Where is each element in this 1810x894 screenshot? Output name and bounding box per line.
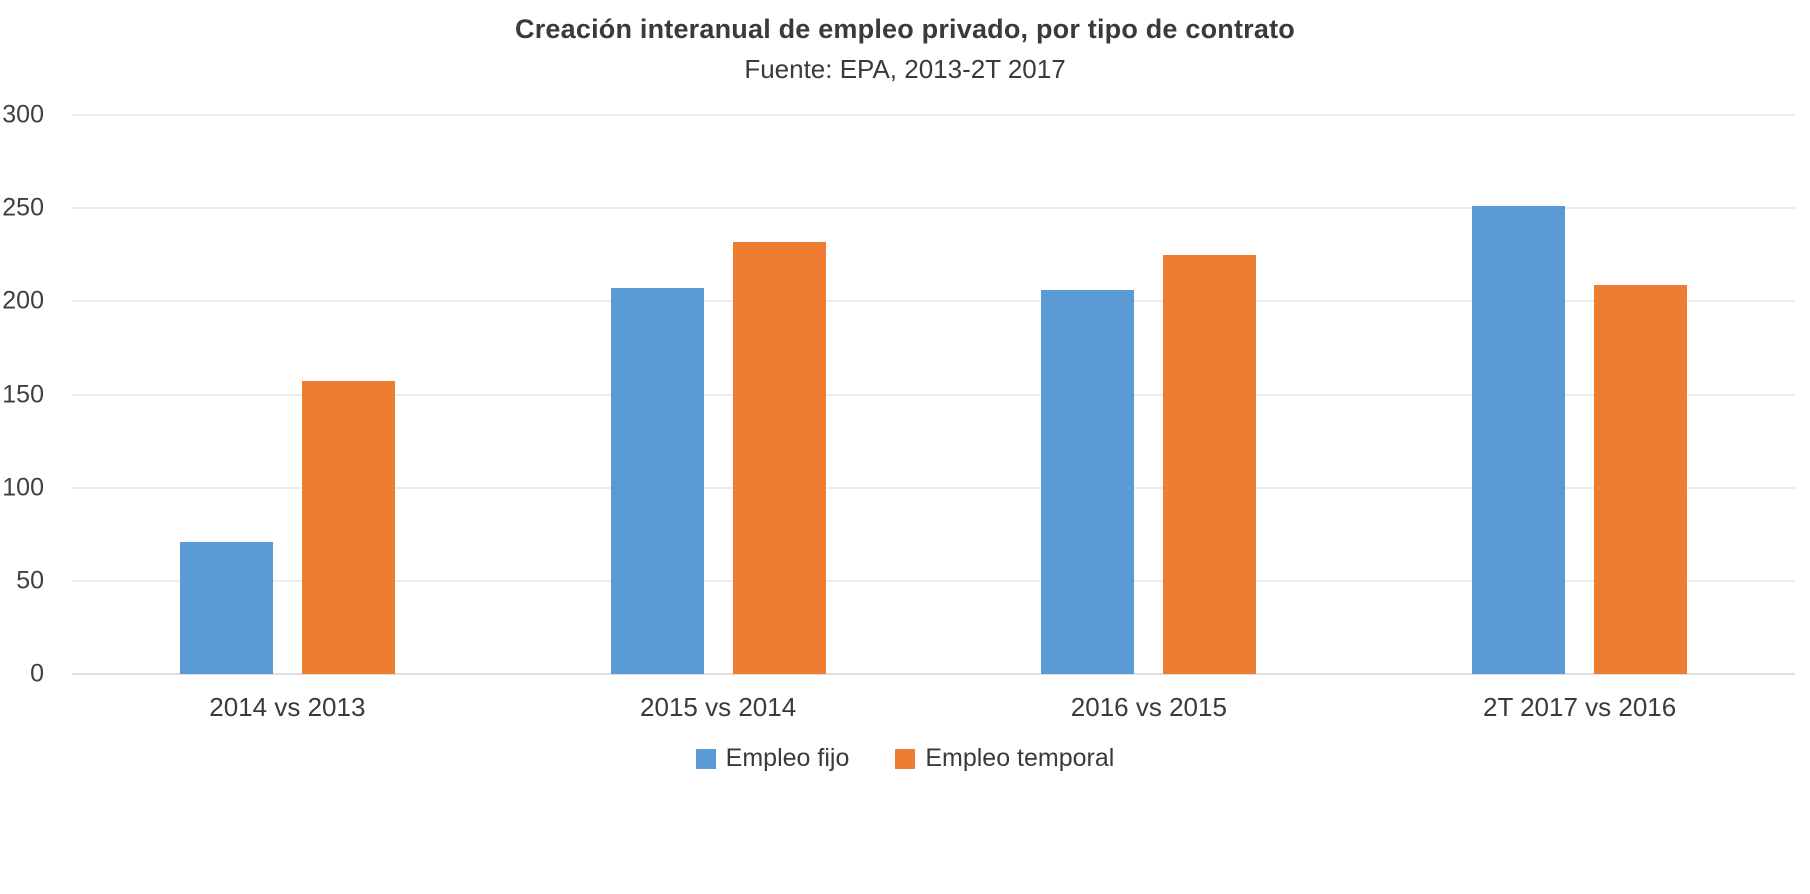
x-axis-category-label: 2015 vs 2014 — [640, 692, 797, 722]
bar-group — [503, 115, 934, 674]
bar-group — [934, 115, 1365, 674]
plot-area — [72, 114, 1795, 675]
x-axis-category-label: 2T 2017 vs 2016 — [1483, 692, 1677, 722]
legend-label: Empleo temporal — [925, 744, 1115, 772]
bar-empleo-fijo — [610, 288, 704, 674]
chart-subtitle: Fuente: EPA, 2013-2T 2017 — [744, 54, 1066, 84]
bar-group — [72, 115, 503, 674]
y-axis-tick-label: 300 — [2, 100, 44, 129]
y-axis-tick-labels: 0 50 100 150 200 250 300 — [0, 102, 44, 686]
y-axis-tick-label: 150 — [2, 380, 44, 408]
legend-label: Empleo fijo — [725, 744, 850, 772]
y-axis-tick-label: 100 — [2, 473, 44, 502]
chart-title: Creación interanual de empleo privado, p… — [515, 14, 1295, 44]
x-axis-category-labels: 2014 vs 2013 2015 vs 2014 2016 vs 2015 2T 2… — [72, 692, 1795, 723]
legend-item: Empleo temporal — [895, 744, 1114, 773]
x-axis-category-label: 2014 vs 2013 — [209, 692, 366, 722]
legend-item: Empleo fijo — [695, 744, 850, 773]
gridlines — [72, 114, 1795, 675]
bar-group — [1364, 115, 1795, 674]
legend-swatch-icon — [895, 748, 916, 769]
bar-empleo-temporal — [732, 241, 826, 674]
gridline — [72, 580, 1795, 582]
bar-empleo-temporal — [1594, 284, 1688, 674]
y-axis-tick-label: 200 — [2, 286, 44, 315]
bar-empleo-fijo — [1472, 206, 1566, 674]
legend-swatch-icon — [695, 748, 716, 769]
y-axis-tick-label: 50 — [16, 566, 44, 595]
y-axis-tick-label: 0 — [30, 659, 44, 688]
gridline — [72, 394, 1795, 395]
x-axis-category-label: 2016 vs 2015 — [1070, 692, 1227, 722]
gridline — [72, 114, 1795, 116]
bar-empleo-temporal — [301, 381, 395, 674]
gridline — [72, 487, 1795, 489]
gridline — [72, 300, 1795, 302]
legend: Empleo fijo Empleo temporal — [0, 744, 1810, 773]
bar-groups — [72, 115, 1795, 674]
bar-empleo-temporal — [1163, 254, 1257, 674]
y-axis-tick-label: 250 — [2, 193, 44, 222]
bar-empleo-fijo — [1041, 290, 1135, 674]
bar-empleo-fijo — [179, 541, 273, 674]
gridline — [72, 207, 1795, 209]
x-axis-line — [72, 673, 1795, 675]
